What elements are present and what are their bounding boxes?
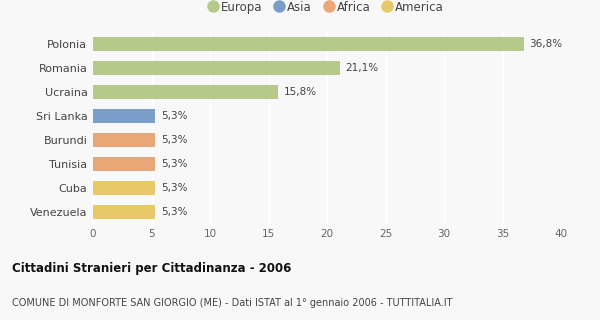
Legend: Europa, Asia, Africa, America: Europa, Asia, Africa, America [205,0,449,19]
Text: 15,8%: 15,8% [284,87,317,97]
Bar [93,85,278,99]
Bar [93,133,155,147]
Bar [93,205,155,219]
Text: Cittadini Stranieri per Cittadinanza - 2006: Cittadini Stranieri per Cittadinanza - 2… [12,262,292,276]
Bar [93,61,340,75]
Text: COMUNE DI MONFORTE SAN GIORGIO (ME) - Dati ISTAT al 1° gennaio 2006 - TUTTITALIA: COMUNE DI MONFORTE SAN GIORGIO (ME) - Da… [12,298,452,308]
Text: 36,8%: 36,8% [529,39,563,49]
Bar [93,37,524,51]
Text: 5,3%: 5,3% [161,135,187,145]
Text: 5,3%: 5,3% [161,183,187,193]
Text: 21,1%: 21,1% [346,63,379,73]
Text: 5,3%: 5,3% [161,111,187,121]
Bar [93,109,155,123]
Text: 5,3%: 5,3% [161,159,187,169]
Bar [93,181,155,195]
Text: 5,3%: 5,3% [161,207,187,217]
Bar [93,157,155,171]
